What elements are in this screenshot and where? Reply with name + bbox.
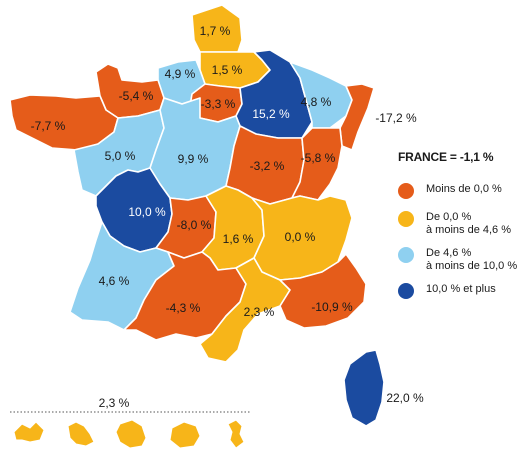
region-midi-pyrenees	[123, 251, 247, 341]
label-limousin: -8,0 %	[177, 218, 212, 232]
label-midi-pyrenees: -4,3 %	[166, 301, 201, 315]
region-languedoc-roussillon	[199, 257, 291, 363]
label-franche-comte: -5,8 %	[301, 151, 336, 165]
label-alsace: -17,2 %	[375, 111, 417, 125]
label-basse-normandie: -5,4 %	[119, 89, 154, 103]
legend-label: Moins de 0,0 %	[426, 183, 502, 195]
legend-swatch	[398, 283, 414, 299]
label-pays-de-la-loire: 5,0 %	[105, 149, 136, 163]
label-haute-normandie: 4,9 %	[165, 67, 196, 81]
label-poitou-charentes: 10,0 %	[128, 205, 166, 219]
region-lorraine	[289, 61, 353, 129]
label-bretagne: -7,7 %	[31, 119, 66, 133]
label-paca: -10,9 %	[311, 300, 353, 314]
legend-item-mid: De 4,6 % à moins de 10,0 %	[398, 247, 517, 273]
legend-title: FRANCE = -1,1 %	[398, 150, 494, 164]
label-bourgogne: -3,2 %	[250, 159, 285, 173]
guyane-shape	[115, 419, 147, 449]
mayotte-shape	[227, 419, 245, 449]
region-alsace	[339, 83, 375, 151]
label-languedoc-roussillon: 2,3 %	[244, 305, 275, 319]
legend-label: 10,0 % et plus	[426, 283, 496, 295]
reunion-shape	[169, 421, 201, 449]
legend-item-low: De 0,0 % à moins de 4,6 %	[398, 211, 511, 237]
label-aquitaine: 4,6 %	[99, 274, 130, 288]
legend-label: De 4,6 % à moins de 10,0 %	[426, 247, 518, 272]
legend-item-negative: Moins de 0,0 %	[398, 183, 502, 199]
region-franche-comte	[291, 127, 343, 201]
martinique-shape	[67, 421, 95, 447]
region-corse	[343, 349, 385, 427]
label-overseas: 2,3 %	[99, 396, 130, 410]
legend-label: De 0,0 % à moins de 4,6 %	[426, 211, 511, 236]
label-picardie: 1,5 %	[212, 63, 243, 77]
legend-swatch	[398, 247, 414, 263]
region-rhone-alpes	[251, 195, 353, 281]
label-champagne-ardenne: 15,2 %	[252, 107, 290, 121]
label-centre: 9,9 %	[178, 152, 209, 166]
label-nord: 1,7 %	[200, 24, 231, 38]
region-paca	[279, 253, 367, 329]
legend-swatch	[398, 211, 414, 227]
label-rhone-alpes: 0,0 %	[285, 230, 316, 244]
label-lorraine: 4,8 %	[301, 95, 332, 109]
legend: FRANCE = -1,1 % Moins de 0,0 % De 0,0 % …	[398, 150, 528, 299]
legend-swatch	[398, 183, 414, 199]
label-auvergne: 1,6 %	[223, 232, 254, 246]
label-ile-de-france: -3,3 %	[201, 97, 236, 111]
guadeloupe-shape	[13, 421, 45, 443]
legend-item-high: 10,0 % et plus	[398, 283, 496, 299]
label-corse: 22,0 %	[386, 391, 424, 405]
